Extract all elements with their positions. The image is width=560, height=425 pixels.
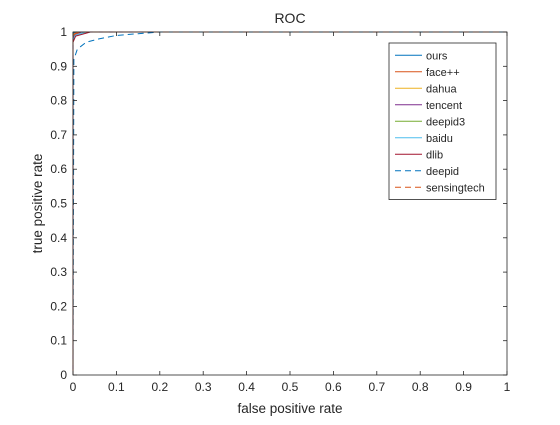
x-tick-label: 1 (504, 380, 511, 394)
axis-ticks: 0 0.1 0.2 0.3 0.4 0.5 0.6 0.7 0.8 0.9 1 0 0.1 0.2 0.3 0… (50, 25, 510, 394)
legend-label: deepid (426, 166, 459, 178)
series-line-deepid (72, 31, 507, 376)
y-tick-label: 0 (60, 368, 67, 382)
x-tick-label: 0.5 (282, 380, 299, 394)
y-tick-label: 0.3 (50, 265, 67, 279)
y-tick-label: 0.4 (50, 231, 67, 245)
y-tick-label: 0.5 (50, 197, 67, 211)
legend-label: ours (426, 50, 448, 62)
legend-label: tencent (426, 100, 462, 112)
legend-label: dlib (426, 149, 443, 161)
x-tick-label: 0.6 (325, 380, 342, 394)
x-tick-label: 0.8 (412, 380, 429, 394)
y-tick-label: 0.6 (50, 162, 67, 176)
y-tick-label: 0.2 (50, 299, 67, 313)
x-tick-label: 0.3 (195, 380, 212, 394)
y-tick-label: 0.7 (50, 128, 67, 142)
x-axis-label: false positive rate (237, 401, 342, 416)
x-tick-label: 0 (70, 380, 77, 394)
y-tick-label: 0.1 (50, 334, 67, 348)
x-tick-label: 0.2 (151, 380, 168, 394)
x-tick-label: 0.9 (455, 380, 472, 394)
x-tick-label: 0.7 (368, 380, 385, 394)
x-tick-label: 0.4 (238, 380, 255, 394)
y-tick-label: 1 (60, 25, 67, 39)
legend-label: baidu (426, 133, 453, 145)
legend-label: deepid3 (426, 116, 465, 128)
y-tick-label: 0.9 (50, 59, 67, 73)
legend-label: sensingtech (426, 182, 485, 194)
chart-title: ROC (274, 10, 305, 26)
legend-label: face++ (426, 67, 460, 79)
legend-label: dahua (426, 83, 457, 95)
x-tick-label: 0.1 (108, 380, 125, 394)
y-axis-label: true positive rate (30, 154, 45, 254)
y-tick-label: 0.8 (50, 94, 67, 108)
legend: ours face++ dahua tencent deepid3 baidu dlib de… (388, 42, 497, 200)
